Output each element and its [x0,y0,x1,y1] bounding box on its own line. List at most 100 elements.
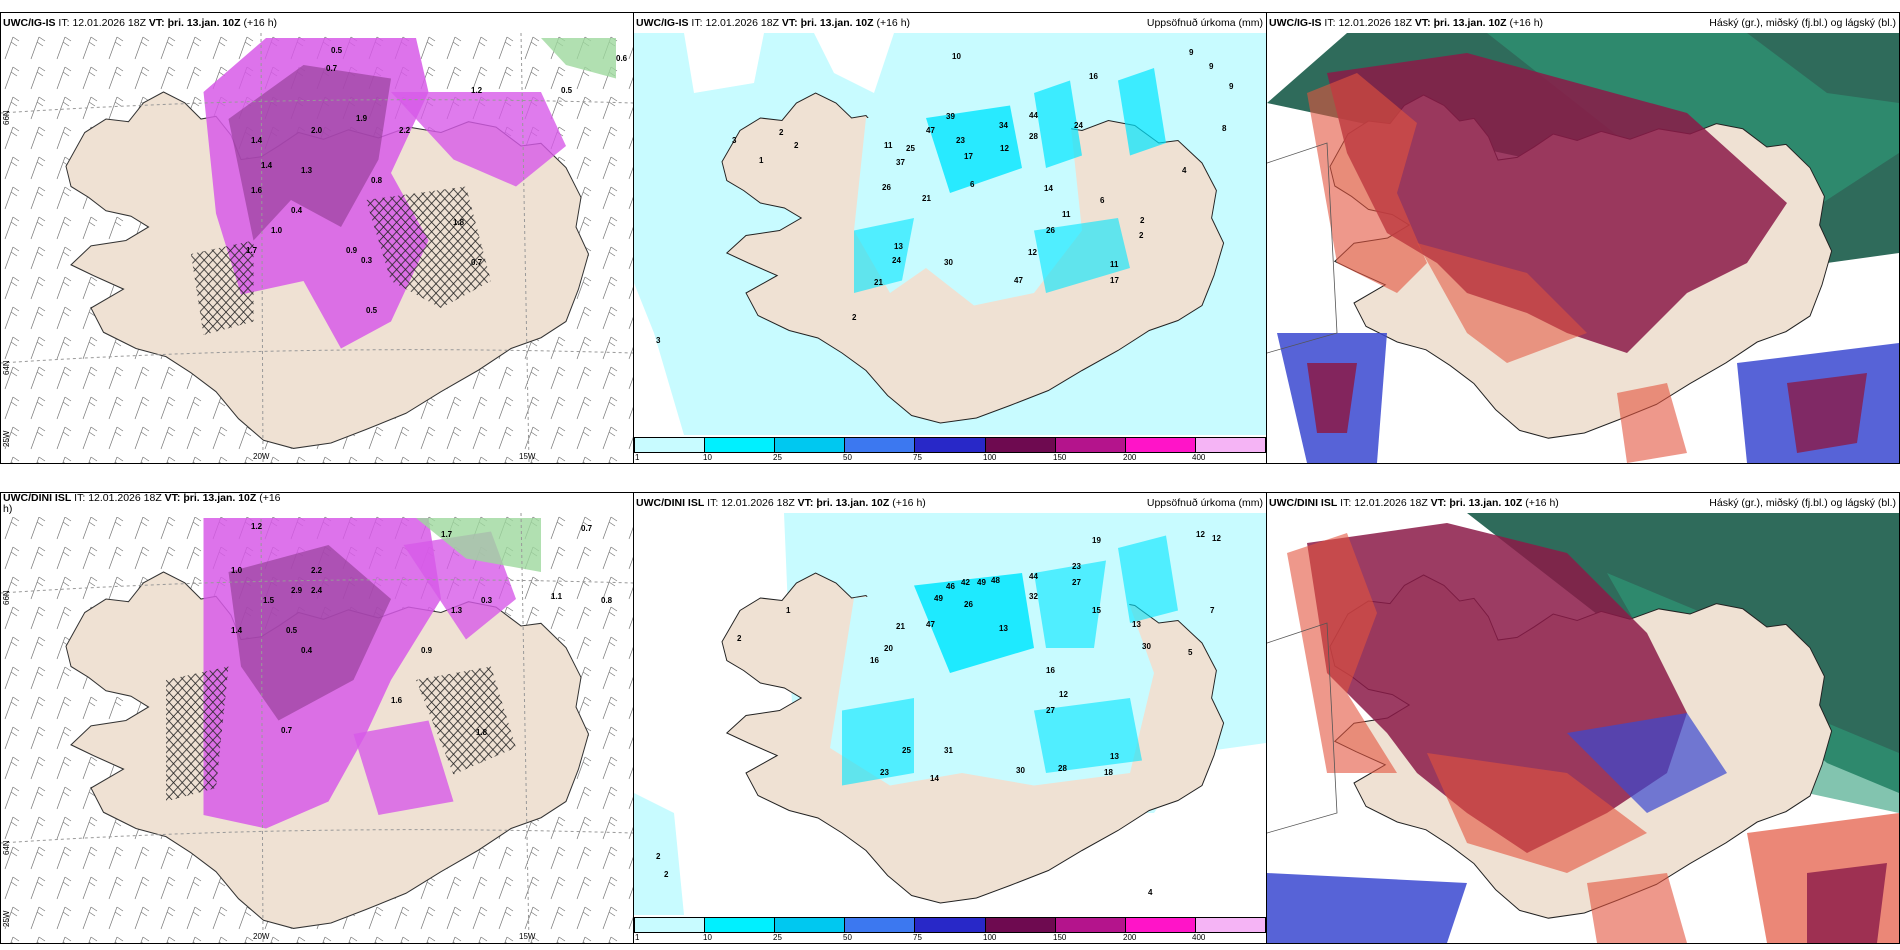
value-label: 1.0 [231,566,243,575]
value-label: 12 [1028,248,1037,257]
value-label: 2 [779,128,784,137]
init-time-label: IT: [691,17,703,29]
map-canvas[interactable] [1267,33,1899,463]
map-canvas[interactable]: 66N 64N 25W 20W 15W 1.2 0.7 1.7 2.2 2.4 … [1,513,633,943]
value-label: 19 [1092,536,1101,545]
value-label: 0.6 [616,54,628,63]
value-label: 12 [1212,534,1221,543]
value-label: 0.5 [366,306,378,315]
colorbar-swatch [985,438,1056,452]
value-label: 47 [926,620,935,629]
value-label: 13 [1110,752,1119,761]
init-time-value: 12.01.2026 18Z [705,17,779,29]
map-canvas[interactable]: 12 12 19 23 27 44 32 49 46 42 49 48 26 2… [634,513,1266,915]
lead-time-wrap: h) [3,503,13,515]
colorbar-tick: 75 [913,933,922,942]
value-label: 37 [896,158,905,167]
value-label: 1.4 [231,626,243,635]
valid-time-value: þri. 13.jan. 10Z [183,492,257,504]
colorbar-tick: 200 [1123,453,1137,462]
precip-colorbar: 1 10 25 50 75 100 150 200 400 [634,435,1266,463]
value-label: 23 [880,768,889,777]
colorbar-tick: 25 [773,453,782,462]
value-label: 1.6 [391,696,403,705]
value-label: 1.8 [476,728,488,737]
value-label: 25 [906,144,915,153]
panel-title: Háský (gr.), miðský (fj.bl.) og lágský (… [1709,497,1896,509]
value-label: 3 [656,336,661,345]
axis-label-15w: 15W [519,452,536,461]
colorbar-swatch [635,918,706,932]
colorbar-tick: 10 [703,933,712,942]
valid-time-label: VT: [797,497,814,509]
value-label: 0.9 [421,646,433,655]
value-label: 2.2 [399,126,411,135]
init-time-value: 12.01.2026 18Z [1338,17,1412,29]
value-label: 7 [1210,606,1215,615]
value-label: 26 [1046,226,1055,235]
colorbar-swatch [705,438,776,452]
value-label: 24 [1074,121,1083,130]
panel-top-middle-precip: UWC/IG-IS IT: 12.01.2026 18Z VT: þri. 13… [633,12,1267,464]
value-label: 20 [884,644,893,653]
value-label: 0.7 [281,726,293,735]
value-label: 0.7 [326,64,338,73]
colorbar-swatch [1195,438,1265,452]
value-label: 12 [1000,144,1009,153]
value-label: 2.0 [311,126,323,135]
valid-time-value: þri. 13.jan. 10Z [1449,497,1523,509]
value-label: 0.5 [561,86,573,95]
model-name: UWC/DINI ISL [3,492,72,504]
lead-time: (+16 h) [876,17,911,29]
valid-time-value: þri. 13.jan. 10Z [816,497,890,509]
value-label: 23 [1072,562,1081,571]
precip-value-labels: 10 9 9 9 8 3 2 2 1 11 25 39 47 34 44 24 … [656,48,1234,345]
value-label: 2.9 [291,586,303,595]
axis-label-25w: 25W [2,910,11,927]
value-label: 1.3 [451,606,463,615]
colorbar-swatch [915,918,986,932]
axis-label-25w: 25W [2,430,11,447]
panel-title: Háský (gr.), miðský (fj.bl.) og lágský (… [1709,17,1896,29]
colorbar-swatch [635,438,706,452]
value-label: 27 [1046,706,1055,715]
map-canvas[interactable]: 66N 64N 25W 20W 15W 0.5 0.6 0.5 0.7 1.4 … [1,33,633,463]
value-label: 1.0 [271,226,283,235]
colorbar-swatch [775,438,846,452]
valid-time-label: VT: [164,492,181,504]
colorbar-tick: 150 [1053,453,1067,462]
value-label: 26 [964,600,973,609]
colorbar-swatch [915,438,986,452]
value-label: 16 [870,656,879,665]
colorbar-tick: 50 [843,933,852,942]
value-label: 46 [946,582,955,591]
colorbar-tick: 400 [1192,933,1206,942]
map-canvas[interactable] [1267,513,1899,943]
axis-label-66n: 66N [2,590,11,605]
snow-value-labels: 1.2 0.7 1.7 2.2 2.4 1.5 1.4 2.9 1.0 0.5 … [231,522,613,737]
model-name: UWC/IG-IS [1269,17,1322,29]
panel-title: Uppsöfnuð úrkoma (mm) [1146,497,1263,509]
value-label: 1.7 [246,246,258,255]
value-label: 8 [1222,124,1227,133]
panel-header: UWC/IG-IS IT: 12.01.2026 18Z VT: þri. 13… [1,13,633,33]
value-label: 1.4 [261,161,273,170]
value-label: 1.2 [471,86,483,95]
colorbar-tick: 150 [1053,933,1067,942]
value-label: 1.7 [441,530,453,539]
axis-label-64n: 64N [2,840,11,855]
panel-bottom-left-snow: UWC/DINI ISL IT: 12.01.2026 18Z VT: þri.… [0,492,634,944]
model-name: UWC/DINI ISL [636,497,705,509]
panel-header: UWC/IG-IS IT: 12.01.2026 18Z VT: þri. 13… [634,13,1266,33]
colorbar-swatch [775,918,846,932]
map-canvas[interactable]: 10 9 9 9 8 3 2 2 1 11 25 39 47 34 44 24 … [634,33,1266,435]
value-label: 44 [1029,111,1038,120]
value-label: 17 [1110,276,1119,285]
value-label: 2 [1139,231,1144,240]
value-label: 21 [874,278,883,287]
value-label: 1 [759,156,764,165]
value-label: 30 [944,258,953,267]
value-label: 2 [656,852,661,861]
init-time-value: 12.01.2026 18Z [1354,497,1428,509]
colorbar-tick: 50 [843,453,852,462]
